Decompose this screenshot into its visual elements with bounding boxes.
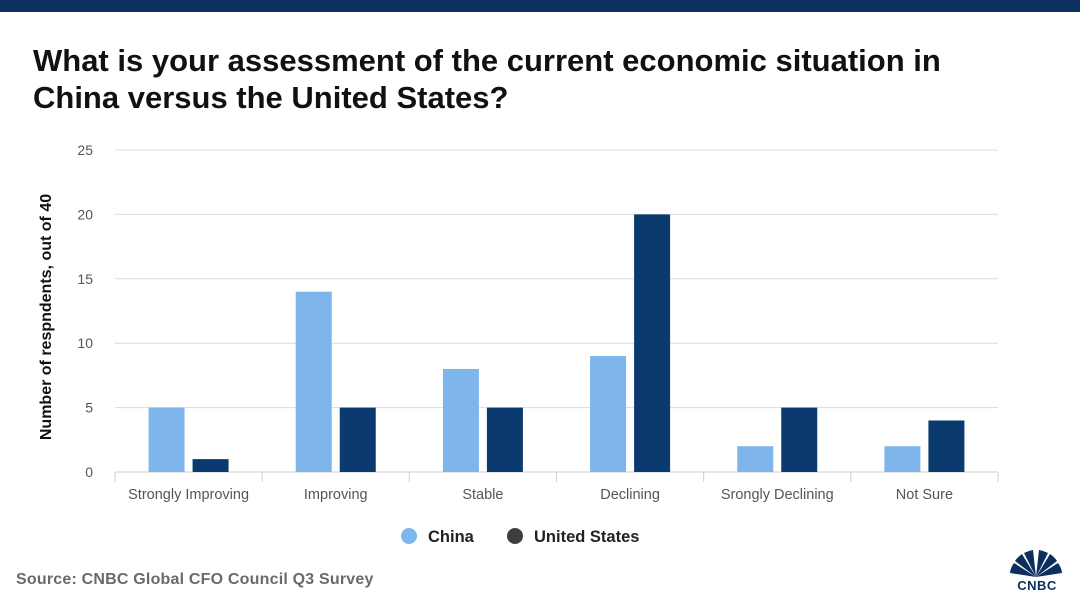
x-tick-label: Not Sure [896, 487, 953, 503]
bar-china [737, 446, 774, 472]
top-bar [0, 0, 1080, 12]
title-line-2: China versus the United States? [33, 80, 509, 115]
y-tick-label: 5 [85, 400, 93, 416]
y-tick-label: 0 [85, 464, 93, 480]
x-tick-label: Stable [462, 487, 503, 503]
bar-chart: 0 5 10 15 20 25 Strongly Improving Improving Sta… [38, 142, 999, 546]
y-axis-title: Number of respndents, out of 40 [38, 194, 55, 440]
y-tick-label: 10 [77, 335, 93, 351]
bar-united-states [192, 459, 229, 472]
bar-united-states [928, 420, 965, 472]
y-tick-label: 20 [77, 206, 93, 222]
x-tick-label: Declining [600, 487, 660, 503]
y-tick-label: 15 [77, 271, 93, 287]
bar-united-states [634, 214, 671, 472]
bar-united-states [781, 407, 818, 472]
bar-united-states [339, 407, 376, 472]
bar-china [884, 446, 921, 472]
logo-text: CNBC [1017, 578, 1057, 593]
x-tick-label: Srongly Declining [721, 487, 834, 503]
x-tick-label: Improving [304, 487, 368, 503]
title-line-1: What is your assessment of the current e… [33, 43, 941, 78]
legend-label: United States [534, 528, 639, 546]
y-tick-label: 25 [77, 142, 93, 158]
x-tick-label: Strongly Improving [128, 487, 249, 503]
cnbc-peacock-logo-icon [1010, 550, 1062, 577]
bar-china [295, 291, 332, 472]
legend-marker [401, 528, 417, 544]
page-title: What is your assessment of the current e… [33, 42, 1033, 116]
bar-china [590, 356, 627, 472]
bar-united-states [486, 407, 523, 472]
bar-china [148, 407, 185, 472]
legend-marker [507, 528, 523, 544]
source-note: Source: CNBC Global CFO Council Q3 Surve… [16, 571, 374, 588]
bar-china [442, 368, 479, 472]
legend-label: China [428, 528, 475, 546]
